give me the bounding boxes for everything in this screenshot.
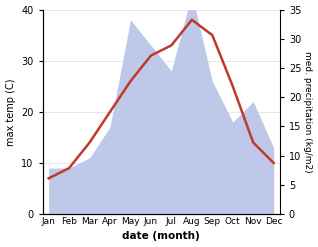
Y-axis label: med. precipitation (kg/m2): med. precipitation (kg/m2) bbox=[303, 51, 313, 173]
Y-axis label: max temp (C): max temp (C) bbox=[5, 78, 16, 145]
X-axis label: date (month): date (month) bbox=[122, 231, 200, 242]
